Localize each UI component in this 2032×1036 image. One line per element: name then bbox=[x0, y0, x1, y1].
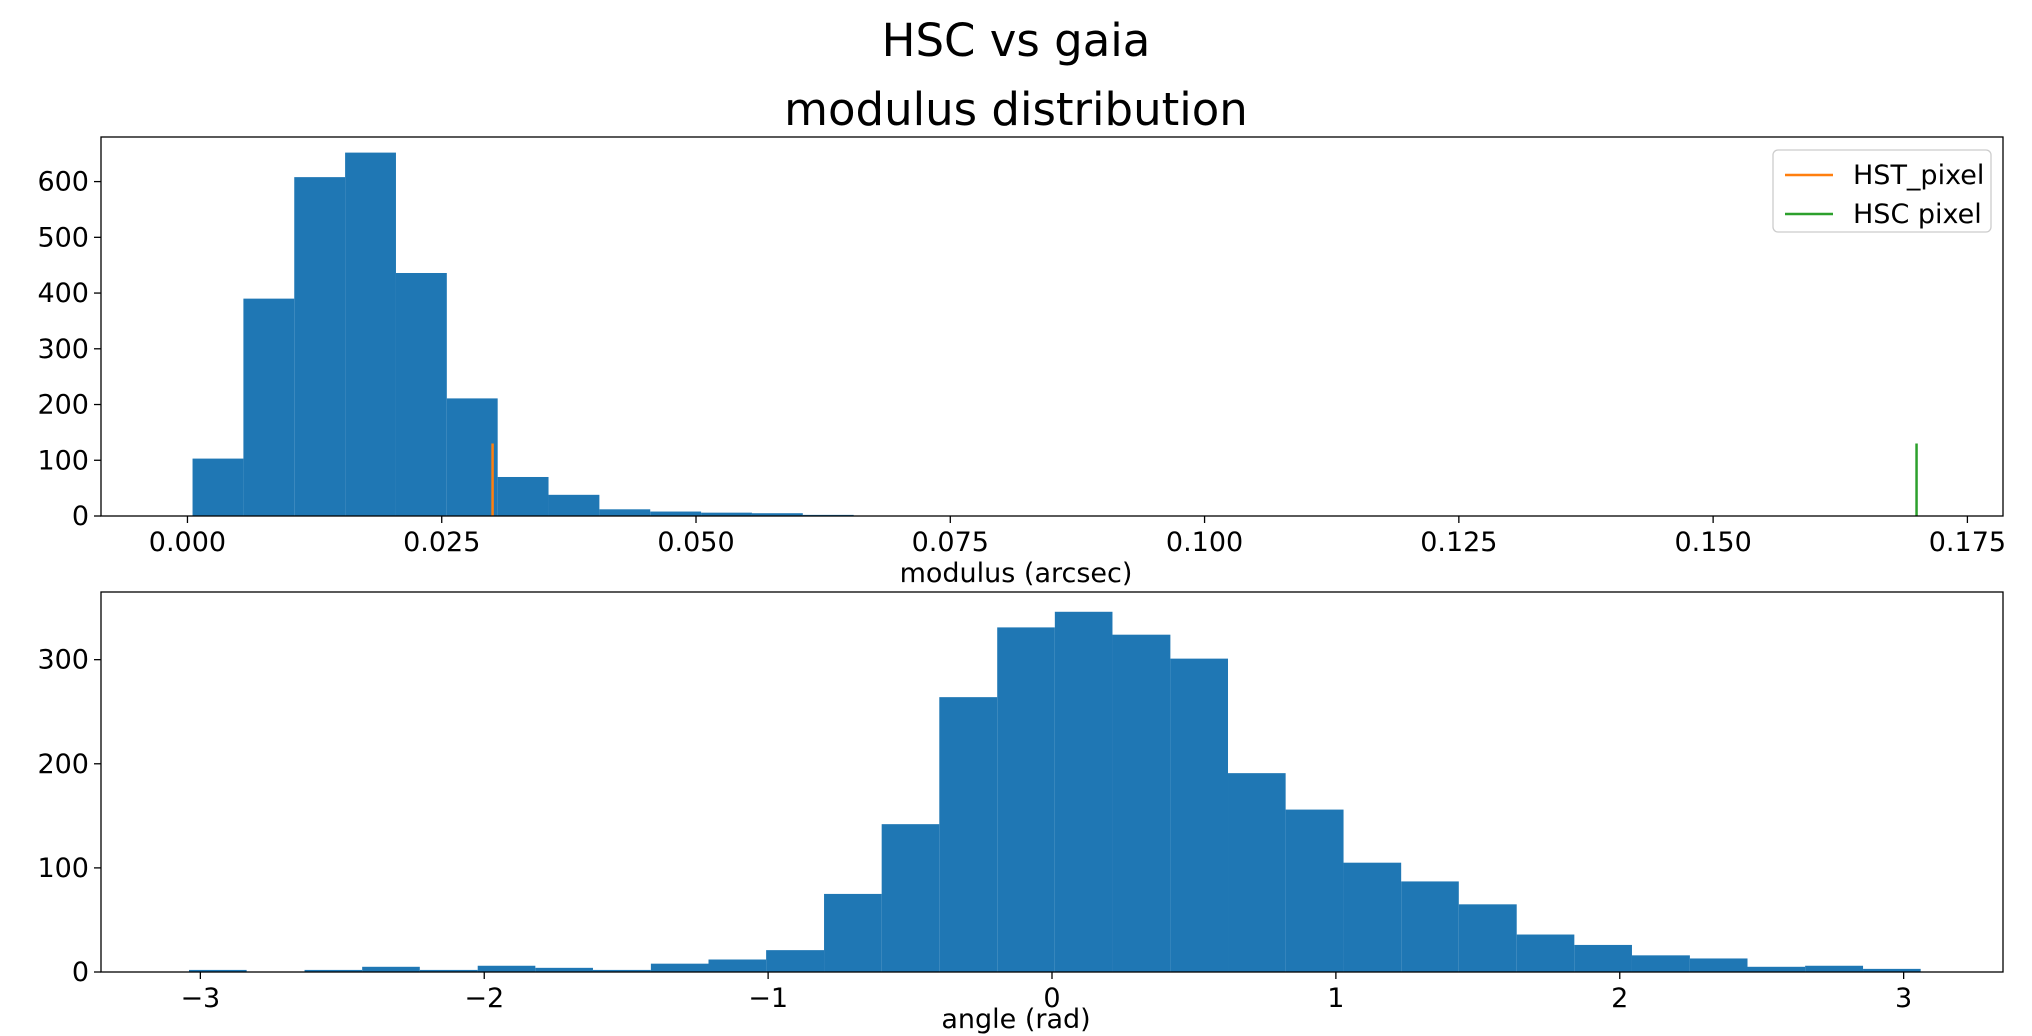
bottom-bar bbox=[362, 966, 420, 972]
bottom-x-tick-label: 1 bbox=[1327, 983, 1344, 1014]
bottom-y-tick-label: 100 bbox=[37, 853, 89, 884]
bottom-bar bbox=[1112, 634, 1171, 972]
bottom-bar bbox=[1863, 968, 1921, 972]
bottom-bar bbox=[1805, 965, 1864, 972]
bottom-bar bbox=[1458, 904, 1517, 972]
bottom-x-tick-label: 2 bbox=[1611, 983, 1628, 1014]
bottom-bar bbox=[189, 969, 247, 972]
bottom-x-axis-label: angle (rad) bbox=[941, 1004, 1090, 1035]
top-bar bbox=[446, 398, 498, 516]
top-x-tick-label: 0.000 bbox=[149, 527, 226, 558]
top-bar bbox=[701, 512, 752, 516]
bottom-bar bbox=[592, 969, 651, 972]
bottom-bar bbox=[1343, 862, 1402, 972]
top-x-axis-label: modulus (arcsec) bbox=[900, 558, 1133, 589]
top-bar bbox=[650, 511, 702, 516]
bottom-bar bbox=[1228, 773, 1286, 972]
bottom-bar bbox=[881, 824, 940, 972]
bottom-bar bbox=[650, 963, 709, 972]
bottom-bar bbox=[708, 959, 767, 972]
top-legend-label: HST_pixel bbox=[1853, 160, 1984, 191]
top-y-tick-label: 200 bbox=[37, 390, 89, 421]
top-plot-frame bbox=[100, 136, 2004, 517]
top-x-tick-label: 0.025 bbox=[403, 527, 480, 558]
bottom-bar bbox=[304, 969, 363, 972]
bottom-bar bbox=[824, 893, 882, 972]
bottom-x-tick-label: −3 bbox=[180, 983, 220, 1014]
top-bar bbox=[751, 513, 803, 516]
bottom-bar bbox=[419, 969, 478, 972]
bottom-x-tick-label: 3 bbox=[1895, 983, 1912, 1014]
top-y-tick-label: 0 bbox=[72, 501, 89, 532]
bottom-bar bbox=[1401, 881, 1459, 972]
top-x-tick-label: 0.075 bbox=[912, 527, 989, 558]
top-bar bbox=[395, 272, 447, 516]
top-bar bbox=[548, 494, 600, 516]
bottom-bar bbox=[997, 627, 1055, 972]
top-legend: HST_pixel HSC pixel bbox=[1772, 149, 1992, 233]
top-x-tick-label: 0.125 bbox=[1420, 527, 1497, 558]
top-bar bbox=[192, 458, 244, 516]
top-x-tick-label: 0.050 bbox=[657, 527, 734, 558]
bottom-bar bbox=[477, 965, 536, 972]
top-legend-label: HSC pixel bbox=[1853, 199, 1982, 230]
bottom-bar bbox=[535, 967, 593, 972]
top-x-tick-label: 0.175 bbox=[1929, 527, 2006, 558]
top-bar bbox=[599, 509, 651, 516]
top-bar bbox=[497, 476, 549, 516]
bottom-bar bbox=[1516, 934, 1575, 972]
figure-suptitle: HSC vs gaia bbox=[882, 14, 1151, 67]
bottom-bar bbox=[1574, 944, 1632, 972]
bottom-y-tick-label: 0 bbox=[72, 957, 89, 988]
top-bar bbox=[345, 152, 396, 516]
bottom-y-tick-label: 200 bbox=[37, 749, 89, 780]
top-x-tick-label: 0.150 bbox=[1674, 527, 1751, 558]
top-y-tick-label: 400 bbox=[37, 278, 89, 309]
top-y-tick-label: 600 bbox=[37, 167, 89, 198]
top-y-tick-label: 100 bbox=[37, 445, 89, 476]
angle-histogram-chart: −3 −2 −1 0 1 2 3 0 100 200 300 bbox=[37, 591, 2004, 1014]
bottom-bar bbox=[766, 950, 825, 972]
bottom-bar bbox=[1285, 809, 1344, 972]
top-x-tick-label: 0.100 bbox=[1166, 527, 1243, 558]
bottom-x-tick-label: −1 bbox=[748, 983, 788, 1014]
top-y-tick-label: 500 bbox=[37, 222, 89, 253]
bottom-y-tick-label: 300 bbox=[37, 645, 89, 676]
bottom-x-tick-label: 0 bbox=[1043, 983, 1060, 1014]
modulus-histogram-chart: 0.000 0.025 0.050 0.075 0.100 0.125 0.150 0.175… bbox=[37, 136, 2006, 558]
bottom-bar bbox=[1689, 958, 1748, 972]
bottom-bar bbox=[1631, 955, 1690, 972]
bottom-bar bbox=[1054, 611, 1113, 972]
top-bar bbox=[294, 177, 346, 517]
top-legend-box bbox=[1772, 149, 1992, 233]
top-bar bbox=[243, 298, 295, 516]
bottom-bar bbox=[1747, 966, 1806, 972]
top-y-tick-label: 300 bbox=[37, 334, 89, 365]
bottom-bar bbox=[939, 697, 998, 972]
top-chart-title: modulus distribution bbox=[784, 83, 1248, 136]
bottom-bar bbox=[1170, 658, 1229, 972]
bottom-x-tick-label: −2 bbox=[464, 983, 504, 1014]
